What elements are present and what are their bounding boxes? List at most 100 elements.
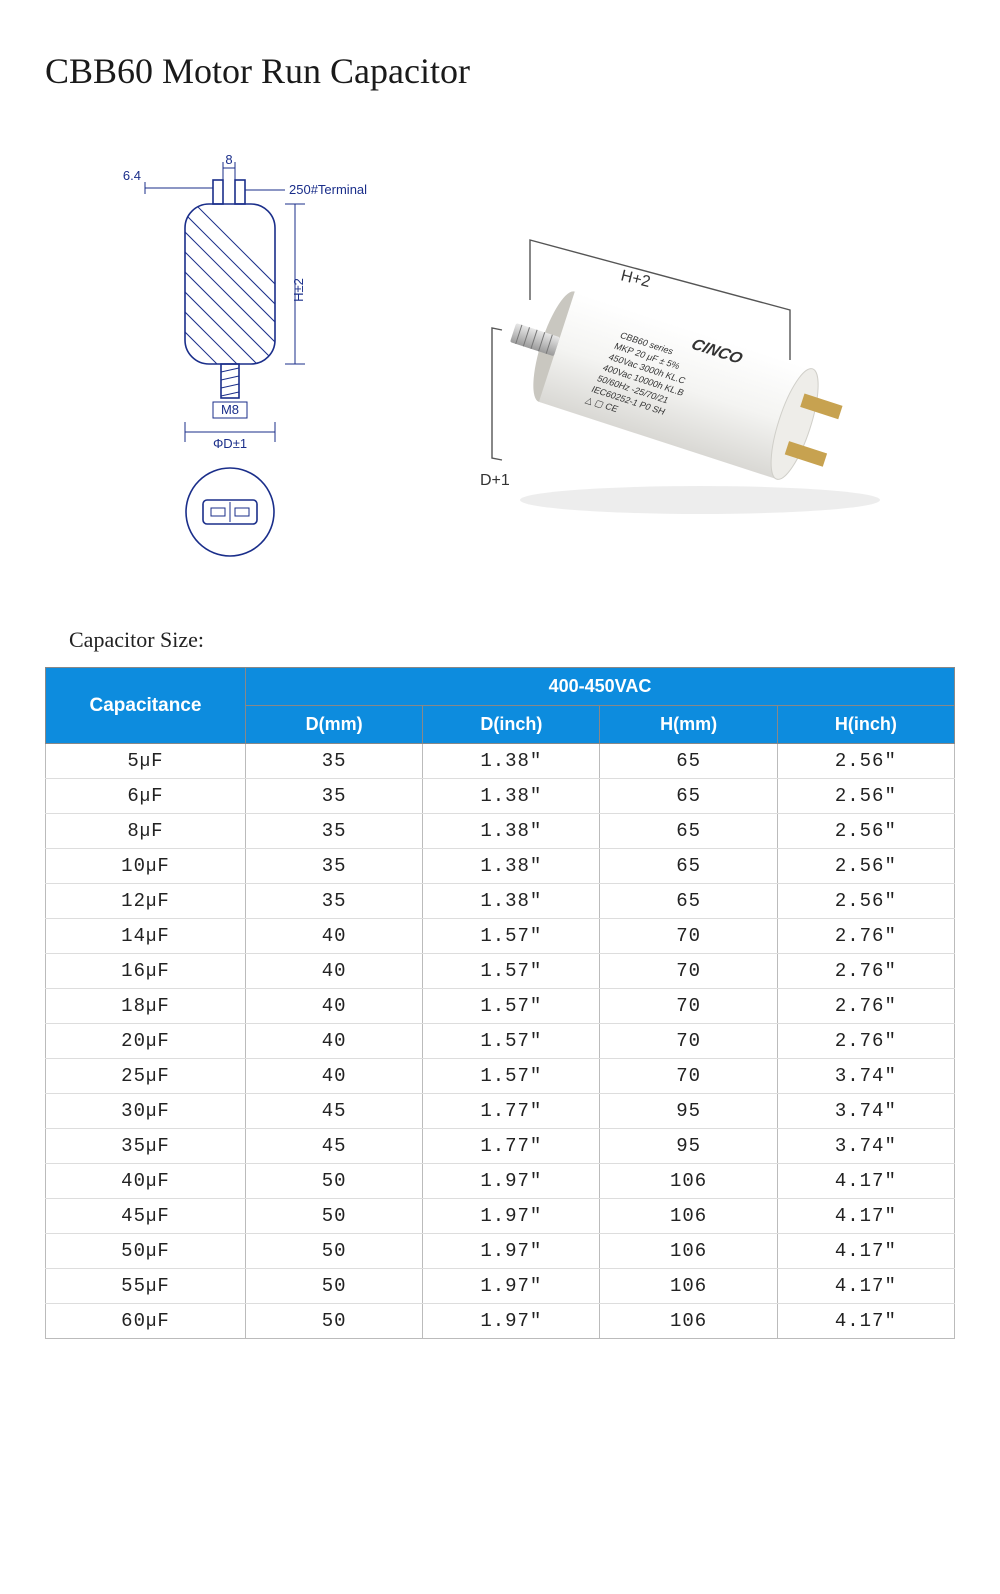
- cell-h_mm: 106: [600, 1234, 777, 1269]
- table-row: 60μF501.97″1064.17″: [46, 1304, 955, 1339]
- cell-d_in: 1.38″: [423, 744, 600, 779]
- cell-d_in: 1.77″: [423, 1094, 600, 1129]
- cell-h_in: 2.76″: [777, 989, 954, 1024]
- product-photo: H+2 D+1 CINC: [425, 210, 955, 530]
- col-capacitance: Capacitance: [46, 668, 246, 744]
- table-row: 50μF501.97″1064.17″: [46, 1234, 955, 1269]
- cell-d_mm: 50: [245, 1304, 422, 1339]
- terminal-label: 250#Terminal: [289, 182, 367, 197]
- cell-h_in: 4.17″: [777, 1164, 954, 1199]
- cell-d_in: 1.97″: [423, 1269, 600, 1304]
- cell-d_in: 1.97″: [423, 1199, 600, 1234]
- cell-h_mm: 65: [600, 849, 777, 884]
- cell-h_in: 2.76″: [777, 1024, 954, 1059]
- cell-d_in: 1.97″: [423, 1164, 600, 1199]
- cell-h_mm: 95: [600, 1129, 777, 1164]
- cell-h_mm: 65: [600, 744, 777, 779]
- cell-h_in: 2.56″: [777, 814, 954, 849]
- cell-d_in: 1.57″: [423, 954, 600, 989]
- cell-h_mm: 65: [600, 814, 777, 849]
- cell-capacitance: 25μF: [46, 1059, 246, 1094]
- cell-h_mm: 65: [600, 884, 777, 919]
- table-row: 30μF451.77″953.74″: [46, 1094, 955, 1129]
- table-row: 20μF401.57″702.76″: [46, 1024, 955, 1059]
- cell-h_in: 4.17″: [777, 1269, 954, 1304]
- cell-h_mm: 70: [600, 1024, 777, 1059]
- cell-h_in: 4.17″: [777, 1234, 954, 1269]
- cell-capacitance: 6μF: [46, 779, 246, 814]
- stud-label: M8: [221, 402, 239, 417]
- table-row: 12μF351.38″652.56″: [46, 884, 955, 919]
- schematic-diagram: 6.4 8 250#Terminal: [85, 152, 385, 587]
- cell-capacitance: 40μF: [46, 1164, 246, 1199]
- cell-capacitance: 55μF: [46, 1269, 246, 1304]
- table-row: 55μF501.97″1064.17″: [46, 1269, 955, 1304]
- cell-d_mm: 40: [245, 1059, 422, 1094]
- cell-h_mm: 70: [600, 989, 777, 1024]
- page-title: CBB60 Motor Run Capacitor: [45, 50, 955, 92]
- cell-h_in: 3.74″: [777, 1059, 954, 1094]
- cell-h_mm: 70: [600, 954, 777, 989]
- cell-d_in: 1.57″: [423, 989, 600, 1024]
- cell-h_in: 3.74″: [777, 1094, 954, 1129]
- cell-d_mm: 45: [245, 1129, 422, 1164]
- table-row: 18μF401.57″702.76″: [46, 989, 955, 1024]
- cell-d_mm: 40: [245, 919, 422, 954]
- cell-h_in: 4.17″: [777, 1304, 954, 1339]
- cell-d_mm: 50: [245, 1234, 422, 1269]
- cell-d_mm: 35: [245, 884, 422, 919]
- table-row: 35μF451.77″953.74″: [46, 1129, 955, 1164]
- cell-d_mm: 50: [245, 1164, 422, 1199]
- cell-d_in: 1.57″: [423, 1059, 600, 1094]
- cell-h_in: 2.56″: [777, 884, 954, 919]
- col-group: 400-450VAC: [245, 668, 954, 706]
- cell-d_in: 1.97″: [423, 1304, 600, 1339]
- cell-d_mm: 40: [245, 989, 422, 1024]
- cell-d_mm: 35: [245, 744, 422, 779]
- cell-capacitance: 5μF: [46, 744, 246, 779]
- col-dinch: D(inch): [423, 706, 600, 744]
- cell-capacitance: 14μF: [46, 919, 246, 954]
- col-hmm: H(mm): [600, 706, 777, 744]
- table-row: 8μF351.38″652.56″: [46, 814, 955, 849]
- table-row: 16μF401.57″702.76″: [46, 954, 955, 989]
- cell-capacitance: 60μF: [46, 1304, 246, 1339]
- cell-h_mm: 70: [600, 919, 777, 954]
- table-row: 6μF351.38″652.56″: [46, 779, 955, 814]
- cell-h_mm: 65: [600, 779, 777, 814]
- diagrams-row: 6.4 8 250#Terminal: [45, 152, 955, 587]
- cell-d_in: 1.97″: [423, 1234, 600, 1269]
- cell-d_mm: 35: [245, 849, 422, 884]
- table-row: 45μF501.97″1064.17″: [46, 1199, 955, 1234]
- subheading: Capacitor Size:: [69, 627, 955, 653]
- cell-h_in: 2.56″: [777, 779, 954, 814]
- col-hinch: H(inch): [777, 706, 954, 744]
- cell-h_mm: 106: [600, 1269, 777, 1304]
- cell-capacitance: 30μF: [46, 1094, 246, 1129]
- table-row: 10μF351.38″652.56″: [46, 849, 955, 884]
- cell-d_mm: 50: [245, 1269, 422, 1304]
- cell-h_mm: 70: [600, 1059, 777, 1094]
- cell-d_mm: 40: [245, 954, 422, 989]
- cell-h_in: 2.56″: [777, 849, 954, 884]
- cell-d_in: 1.57″: [423, 1024, 600, 1059]
- dim-8: 8: [225, 152, 232, 167]
- col-dmm: D(mm): [245, 706, 422, 744]
- cell-h_in: 3.74″: [777, 1129, 954, 1164]
- cell-d_in: 1.38″: [423, 779, 600, 814]
- cell-d_in: 1.38″: [423, 884, 600, 919]
- cell-capacitance: 20μF: [46, 1024, 246, 1059]
- table-row: 14μF401.57″702.76″: [46, 919, 955, 954]
- cell-d_in: 1.38″: [423, 814, 600, 849]
- cell-h_in: 2.56″: [777, 744, 954, 779]
- cell-capacitance: 16μF: [46, 954, 246, 989]
- cell-d_mm: 50: [245, 1199, 422, 1234]
- dim-6-4: 6.4: [123, 168, 141, 183]
- cell-d_mm: 40: [245, 1024, 422, 1059]
- cell-h_mm: 106: [600, 1199, 777, 1234]
- cell-capacitance: 10μF: [46, 849, 246, 884]
- dim-h: H±2: [291, 278, 306, 302]
- cell-d_in: 1.38″: [423, 849, 600, 884]
- cell-d_in: 1.57″: [423, 919, 600, 954]
- cell-h_mm: 106: [600, 1304, 777, 1339]
